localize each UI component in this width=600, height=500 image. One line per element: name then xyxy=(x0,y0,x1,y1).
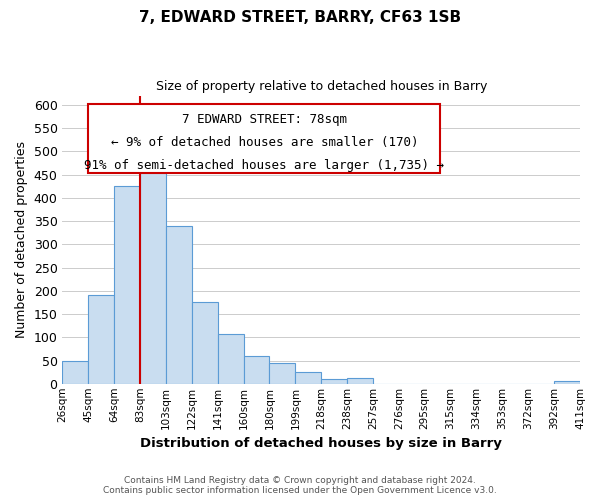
Y-axis label: Number of detached properties: Number of detached properties xyxy=(15,141,28,338)
Bar xyxy=(244,356,269,384)
Bar xyxy=(192,302,218,384)
Bar xyxy=(295,372,321,384)
Text: ← 9% of detached houses are smaller (170): ← 9% of detached houses are smaller (170… xyxy=(110,136,418,149)
Bar xyxy=(347,378,373,384)
Bar xyxy=(554,382,580,384)
Text: Contains HM Land Registry data © Crown copyright and database right 2024.
Contai: Contains HM Land Registry data © Crown c… xyxy=(103,476,497,495)
Bar xyxy=(166,226,192,384)
X-axis label: Distribution of detached houses by size in Barry: Distribution of detached houses by size … xyxy=(140,437,502,450)
Bar xyxy=(88,296,114,384)
Text: 7 EDWARD STREET: 78sqm: 7 EDWARD STREET: 78sqm xyxy=(182,113,347,126)
FancyBboxPatch shape xyxy=(88,104,440,174)
Text: 7, EDWARD STREET, BARRY, CF63 1SB: 7, EDWARD STREET, BARRY, CF63 1SB xyxy=(139,10,461,25)
Text: 91% of semi-detached houses are larger (1,735) →: 91% of semi-detached houses are larger (… xyxy=(84,159,444,172)
Bar xyxy=(321,379,347,384)
Bar xyxy=(62,360,88,384)
Title: Size of property relative to detached houses in Barry: Size of property relative to detached ho… xyxy=(155,80,487,93)
Bar xyxy=(114,186,140,384)
Bar xyxy=(269,364,295,384)
Bar xyxy=(140,163,166,384)
Bar xyxy=(218,334,244,384)
